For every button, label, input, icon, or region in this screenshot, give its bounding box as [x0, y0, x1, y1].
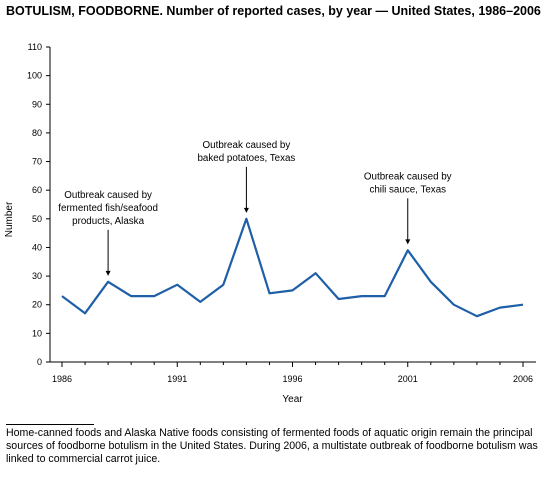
y-tick-label: 90 — [32, 99, 42, 109]
chart-ticks: 0 10 20 30 40 50 60 70 80 90 100 110 1986 1991 1996 200… — [27, 42, 533, 384]
x-tick-label: 1996 — [282, 374, 302, 384]
annotation-arrow-head — [243, 207, 249, 213]
x-axis-label: Year — [282, 394, 303, 405]
annotation-text: products, Alaska — [72, 216, 144, 227]
y-tick-label: 60 — [32, 185, 42, 195]
annotation-text: chili sauce, Texas — [369, 184, 446, 195]
chart-title: BOTULISM, FOODBORNE. Number of reported … — [6, 4, 541, 18]
x-tick-label: 2001 — [398, 374, 418, 384]
y-tick-label: 100 — [27, 71, 42, 81]
series-group — [61, 217, 524, 318]
y-tick-label: 80 — [32, 128, 42, 138]
annotation-text: baked potatoes, Texas — [197, 153, 295, 164]
y-axis-label: Number — [4, 201, 15, 237]
y-tick-label: 20 — [32, 300, 42, 310]
line-chart: 0 10 20 30 40 50 60 70 80 90 100 110 1986 1991 1996 200… — [4, 42, 536, 405]
annotation-text: Outbreak caused by — [64, 190, 152, 201]
y-tick-label: 10 — [32, 328, 42, 338]
annotation: Outbreak caused by fermented fish/seafood… — [58, 190, 158, 276]
annotation: Outbreak caused by chili sauce, Texas — [364, 171, 452, 245]
annotation: Outbreak caused by baked potatoes, Texas — [197, 140, 295, 213]
x-tick-label: 1991 — [167, 374, 187, 384]
x-tick-label: 1986 — [52, 374, 72, 384]
annotation-arrow-head — [405, 239, 411, 245]
annotation-text: Outbreak caused by — [203, 140, 291, 151]
footnote-divider — [6, 424, 94, 425]
annotation-text: fermented fish/seafood — [58, 203, 158, 214]
x-tick-label: 2006 — [513, 374, 533, 384]
y-tick-label: 50 — [32, 214, 42, 224]
annotation-arrow-head — [105, 270, 111, 276]
y-tick-label: 110 — [28, 42, 42, 52]
footnote-text: Home-canned foods and Alaska Native food… — [6, 427, 538, 465]
series-line — [61, 217, 524, 318]
annotation-text: Outbreak caused by — [364, 171, 452, 182]
y-tick-label: 30 — [32, 271, 42, 281]
y-tick-label: 70 — [32, 157, 42, 167]
y-tick-label: 40 — [32, 242, 42, 252]
annotations-group: Outbreak caused by fermented fish/seafood… — [58, 140, 452, 276]
y-tick-label: 0 — [37, 357, 42, 367]
